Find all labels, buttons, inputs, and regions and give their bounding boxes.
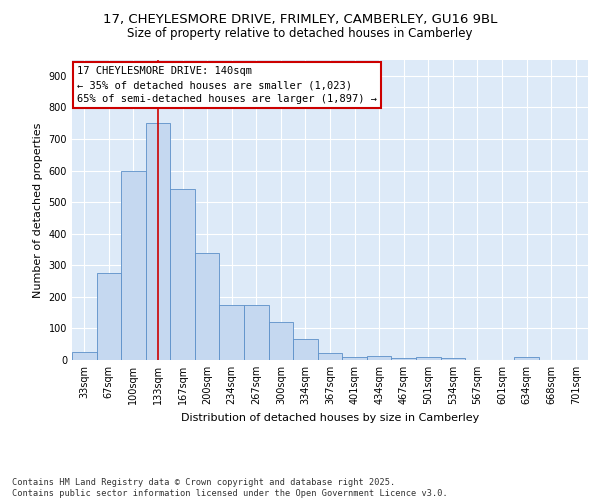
Bar <box>367 356 391 360</box>
Bar <box>293 338 318 360</box>
Bar <box>170 190 195 360</box>
Bar <box>220 304 244 360</box>
Bar <box>195 252 220 360</box>
Text: Size of property relative to detached houses in Camberley: Size of property relative to detached ho… <box>127 28 473 40</box>
Bar <box>440 358 465 360</box>
Bar <box>514 358 539 360</box>
Bar <box>416 358 440 360</box>
Bar <box>318 353 342 360</box>
Bar <box>342 357 367 360</box>
Y-axis label: Number of detached properties: Number of detached properties <box>33 122 43 298</box>
Bar <box>391 358 416 360</box>
Bar <box>72 352 97 360</box>
Text: 17 CHEYLESMORE DRIVE: 140sqm
← 35% of detached houses are smaller (1,023)
65% of: 17 CHEYLESMORE DRIVE: 140sqm ← 35% of de… <box>77 66 377 104</box>
Bar <box>244 304 269 360</box>
Text: Contains HM Land Registry data © Crown copyright and database right 2025.
Contai: Contains HM Land Registry data © Crown c… <box>12 478 448 498</box>
X-axis label: Distribution of detached houses by size in Camberley: Distribution of detached houses by size … <box>181 412 479 422</box>
Bar <box>269 322 293 360</box>
Bar <box>97 273 121 360</box>
Text: 17, CHEYLESMORE DRIVE, FRIMLEY, CAMBERLEY, GU16 9BL: 17, CHEYLESMORE DRIVE, FRIMLEY, CAMBERLE… <box>103 12 497 26</box>
Bar <box>121 170 146 360</box>
Bar <box>146 123 170 360</box>
